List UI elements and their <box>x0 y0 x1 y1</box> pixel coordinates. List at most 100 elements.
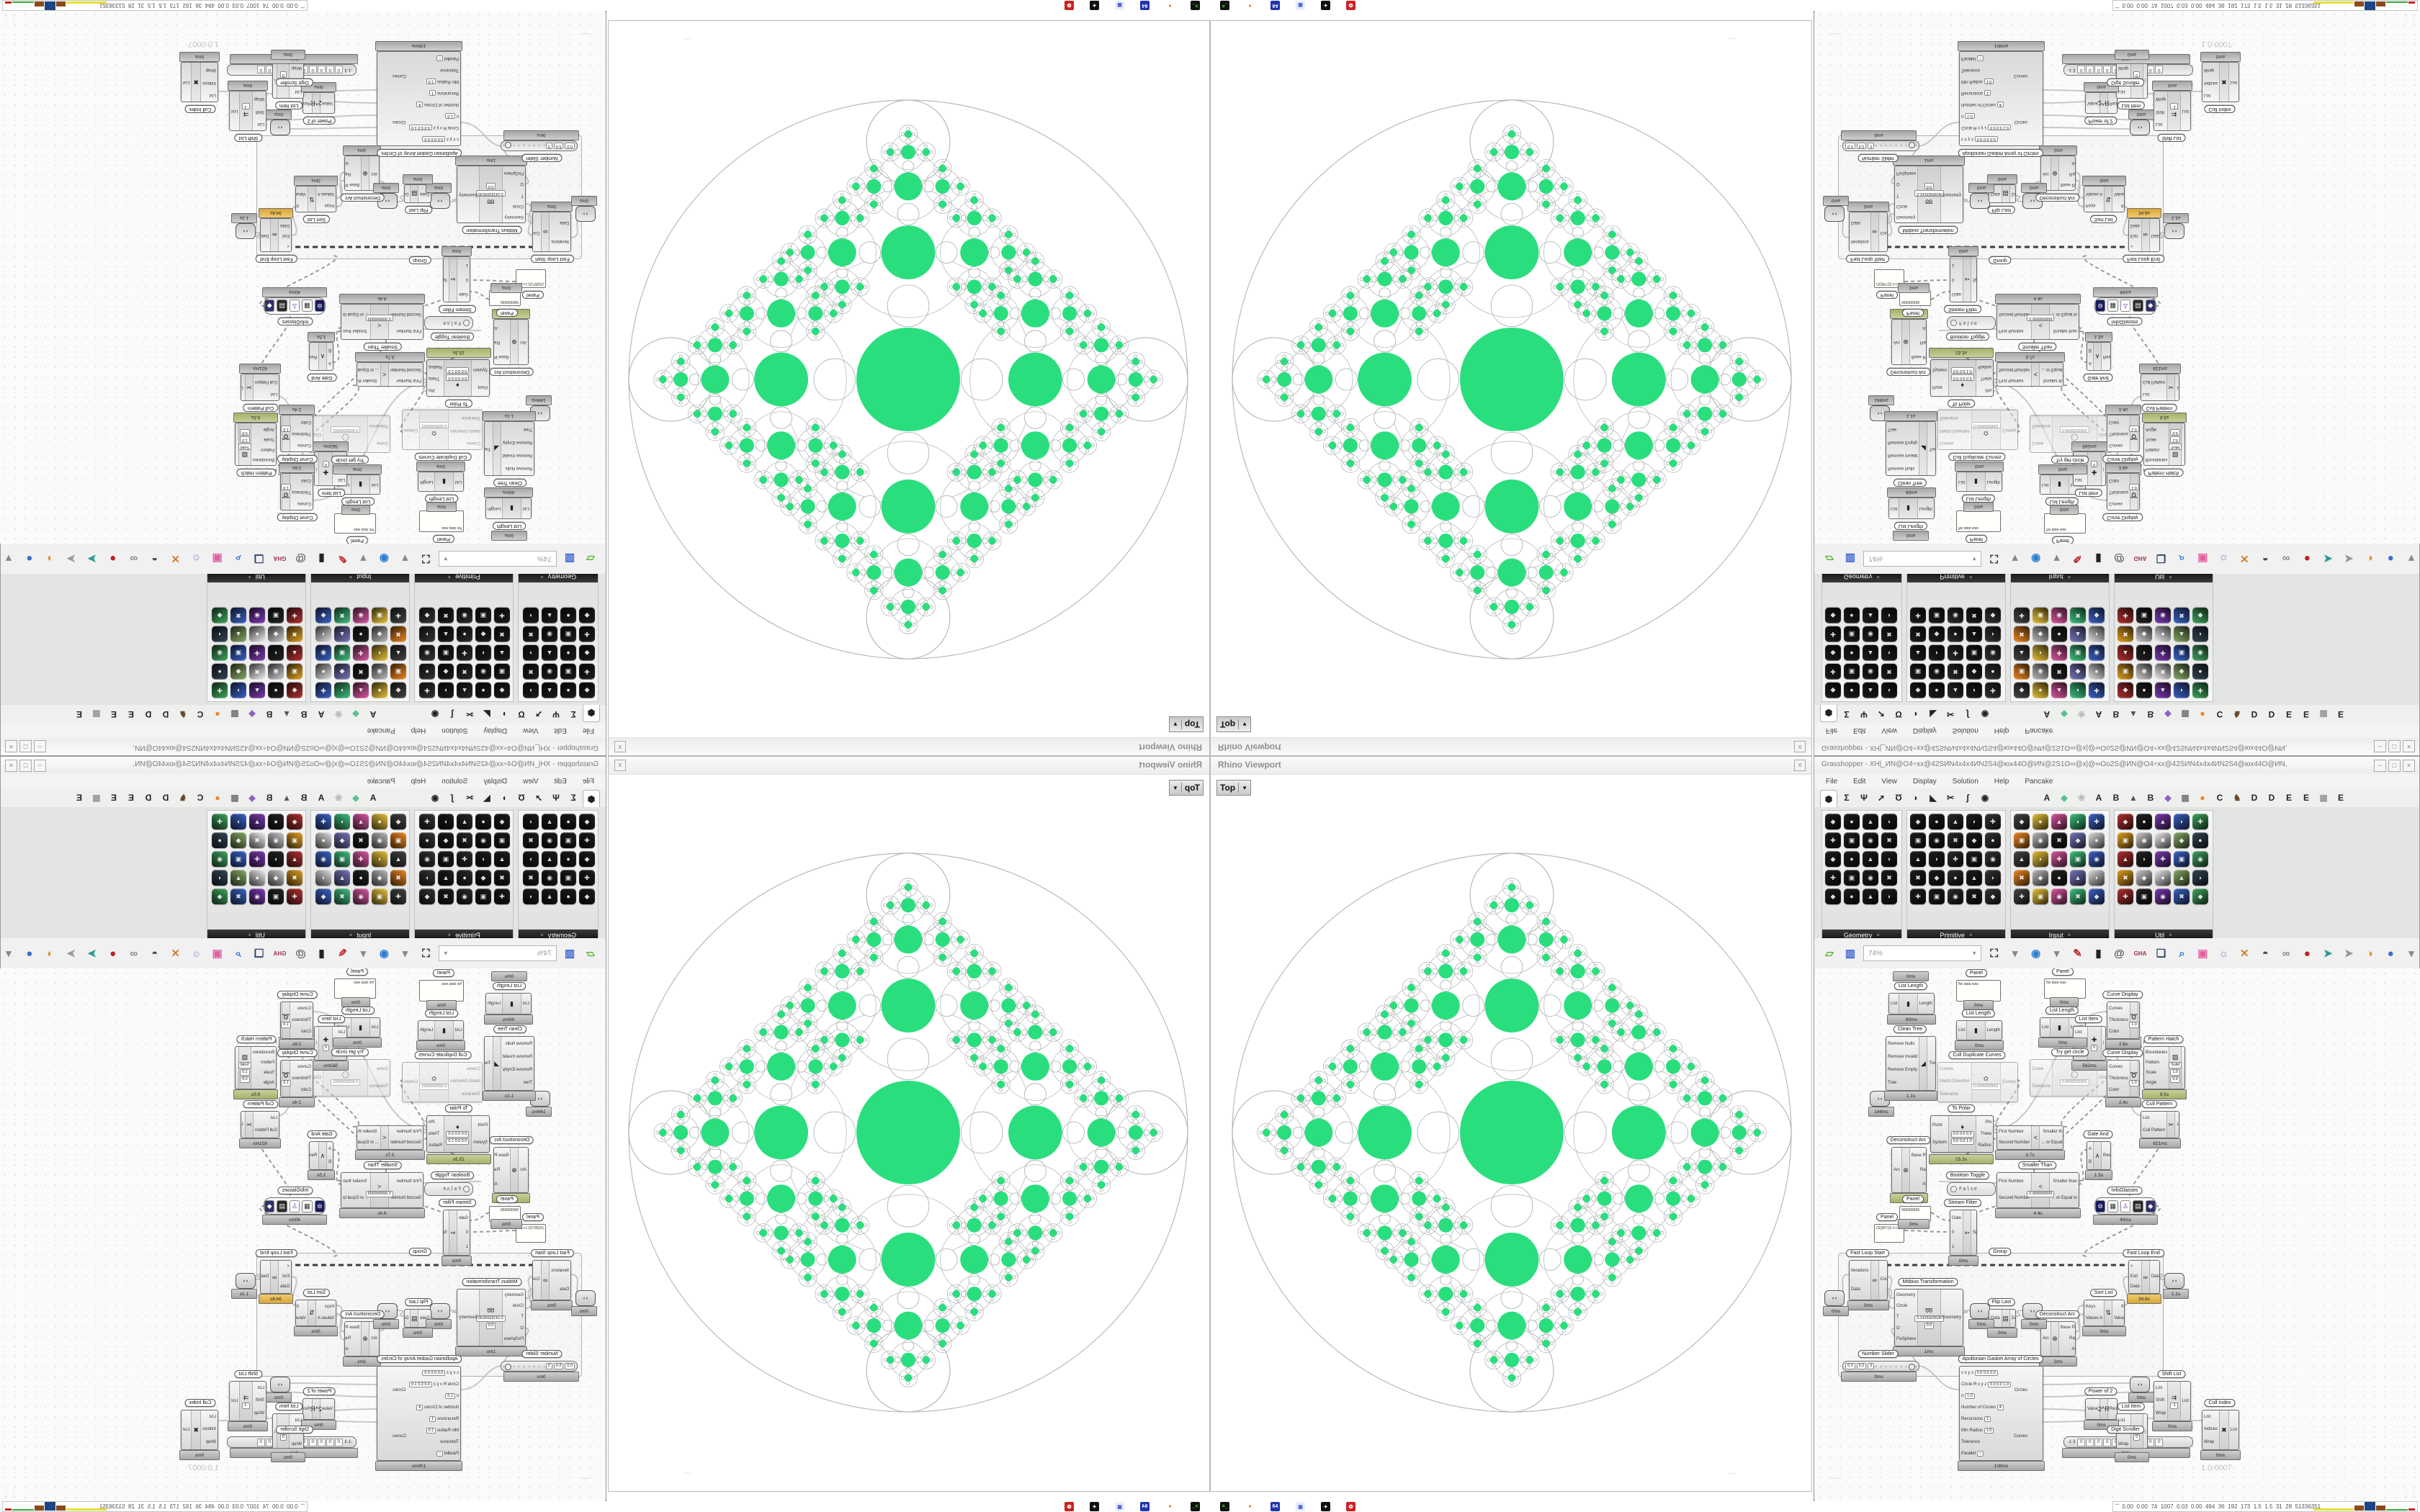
tab-plugin-12[interactable]: D <box>162 709 169 719</box>
gh-node-deconstruct-arc[interactable]: Arc⊕Base PlaneRadiusAngle <box>2040 1321 2076 1356</box>
gh-node-relay[interactable]: ◖◗ <box>1824 206 1845 222</box>
component-icon[interactable]: ✖ <box>287 626 302 642</box>
component-icon[interactable]: ▣ <box>268 608 284 624</box>
paths-icon[interactable]: ✕ <box>2240 552 2249 564</box>
component-icon[interactable]: ✖ <box>2118 870 2133 886</box>
component-icon[interactable]: ✚ <box>579 832 595 848</box>
component-icon[interactable]: ● <box>212 832 228 848</box>
component-icon[interactable]: ◉ <box>2033 664 2048 680</box>
component-icon[interactable]: ◆ <box>475 626 491 642</box>
gha-icon[interactable]: GHA <box>2133 555 2147 562</box>
component-icon[interactable]: ▣ <box>334 645 350 661</box>
panel-label[interactable]: Input + <box>2011 930 2109 940</box>
tab-plugin-0[interactable]: A <box>2043 793 2051 803</box>
gh-node-gate-and[interactable]: AB∧Result <box>309 342 333 371</box>
tab-plugin-0[interactable]: A <box>2043 709 2051 719</box>
gh-node-panel[interactable]: No data was <box>1956 510 2001 532</box>
tab-category-5[interactable]: ◗ <box>1913 709 1919 719</box>
window-button[interactable]: − <box>34 740 46 752</box>
pin-gray-icon[interactable]: ➤ <box>2344 948 2354 960</box>
component-icon[interactable]: ◆ <box>2033 870 2048 886</box>
component-icon[interactable]: ◗ <box>523 608 539 624</box>
component-icon[interactable]: ✖ <box>523 664 539 680</box>
component-icon[interactable]: ✖ <box>390 870 406 886</box>
component-icon[interactable]: ● <box>2051 626 2067 642</box>
tab-plugin-9[interactable]: ● <box>2200 709 2205 719</box>
package-icon[interactable]: ▣ <box>212 552 223 564</box>
component-icon[interactable]: ▲ <box>249 683 265 698</box>
viewport-close-button[interactable]: x <box>614 741 626 752</box>
component-icon[interactable]: ● <box>1844 888 1860 904</box>
tab-plugin-9[interactable]: ● <box>215 793 220 803</box>
menu-item-view[interactable]: View <box>1881 777 1897 786</box>
tab-category-6[interactable]: ◣ <box>1930 709 1937 719</box>
gh-node-curve-display[interactable]: Curves Thickness Color ➰ 1.0 <box>2107 473 2140 510</box>
component-icon[interactable]: ▲ <box>2118 851 2133 867</box>
paths-icon[interactable]: ✕ <box>171 552 180 564</box>
tophat-icon[interactable]: ◓ <box>2262 552 2269 565</box>
gh-node-deconstruct-arc[interactable]: Arc⊕Base PlaneRadiusAngle <box>493 319 529 365</box>
gh-node-gate-and[interactable]: AB∧Result <box>2087 342 2111 371</box>
component-icon[interactable]: ✚ <box>212 814 228 829</box>
component-icon[interactable]: ◗ <box>1966 683 1982 698</box>
zoom-level-combo[interactable]: 74% ▾ <box>439 551 557 567</box>
gh-node-apollonian-gasket-array-of-circles[interactable]: c x y z 0.0 0.0 0.0 Circle R x y z 0.0 0.… <box>377 1366 461 1461</box>
tab-category-9[interactable]: ◉ <box>431 793 439 803</box>
tab-plugin-4[interactable]: B <box>2112 709 2120 719</box>
tab-plugin-8[interactable]: ▦ <box>230 709 239 719</box>
tab-plugin-13[interactable]: D <box>145 709 152 719</box>
component-icon[interactable]: ✖ <box>353 832 369 848</box>
gh-node-shift-list[interactable]: List Shift Wrap ⇉ -1 List <box>2154 91 2191 131</box>
tab-category-7[interactable]: ✂ <box>465 793 474 803</box>
component-icon[interactable]: ● <box>315 832 331 848</box>
component-icon[interactable]: ▲ <box>230 626 246 642</box>
tab-plugin-11[interactable]: ♞ <box>179 793 187 803</box>
zoom-extents-icon[interactable]: ⛶ <box>1990 947 1998 960</box>
component-icon[interactable]: ● <box>475 683 491 698</box>
component-icon[interactable]: ● <box>560 851 576 867</box>
sphere-blue-icon[interactable]: ● <box>2387 552 2394 565</box>
component-icon[interactable]: ◆ <box>419 608 435 624</box>
links-icon[interactable]: ∞ <box>2282 947 2290 960</box>
tab-plugin-7[interactable]: ◆ <box>248 709 256 719</box>
component-icon[interactable]: ✖ <box>438 608 454 624</box>
gh-node-shift-list[interactable]: List Shift Wrap ⇉ -1 List <box>229 91 266 131</box>
window-button[interactable]: □ <box>19 740 32 752</box>
gh-node-relay[interactable]: ◖◗ <box>270 120 290 135</box>
tab-plugin-5[interactable]: ▲ <box>282 709 291 719</box>
component-icon[interactable]: ◆ <box>1825 645 1841 661</box>
component-icon[interactable]: ◆ <box>2174 832 2190 848</box>
remote-icon[interactable]: @ <box>295 552 306 565</box>
gh-node-smaller-than[interactable]: First Number Second Number <0.999999999 Sma… <box>341 304 424 340</box>
component-icon[interactable]: ▲ <box>2014 851 2030 867</box>
gh-node-deconstruct-arc[interactable]: Arc⊕Base PlaneRadiusAngle <box>1891 319 1927 365</box>
lightbulb-icon[interactable]: ☼ <box>2218 552 2229 565</box>
gh-node-shift-list[interactable]: List Shift Wrap ⇉ -1 List <box>229 1381 266 1421</box>
component-icon[interactable]: ◗ <box>523 814 539 829</box>
gh-node-fast-loop-end[interactable]: < Exit Data ∞ Data <box>2128 218 2160 252</box>
component-icon[interactable]: ✚ <box>579 870 595 886</box>
gh-node-flip-last[interactable]: Data▤Data <box>1989 1309 2016 1328</box>
component-icon[interactable]: ✖ <box>390 626 406 642</box>
gh-node-m-bius-transformation[interactable]: Geometry Circle T O FixSphere ➿ 3.1415926536 0.… <box>457 1289 526 1346</box>
tab-category-5[interactable]: ◗ <box>1913 793 1919 803</box>
tab-plugin-1[interactable]: ◆ <box>352 709 359 719</box>
component-icon[interactable]: ✖ <box>353 664 369 680</box>
component-icon[interactable]: ▣ <box>475 888 491 904</box>
gh-node-cull-index[interactable]: List Indices Wrap ✖ List <box>181 1410 218 1450</box>
tab-plugin-3[interactable]: A <box>2095 793 2102 803</box>
component-icon[interactable]: ▲ <box>1863 851 1878 867</box>
gh-node-infoglasses[interactable]: ⊜ ▦ ♙ ▤ ◆ <box>2094 1197 2156 1215</box>
tab-plugin-2[interactable]: ❀ <box>334 709 343 719</box>
tab-plugin-12[interactable]: D <box>2251 793 2258 803</box>
menu-item-display[interactable]: Display <box>1912 777 1937 786</box>
component-icon[interactable]: ✚ <box>2155 645 2171 661</box>
component-icon[interactable]: ◉ <box>212 851 228 867</box>
component-icon[interactable]: ✖ <box>2174 608 2190 624</box>
component-icon[interactable]: ◆ <box>390 814 406 829</box>
gh-node-apollonian-gasket-array-of-circles[interactable]: c x y z 0.0 0.0 0.0 Circle R x y z 0.0 0.… <box>377 51 461 146</box>
